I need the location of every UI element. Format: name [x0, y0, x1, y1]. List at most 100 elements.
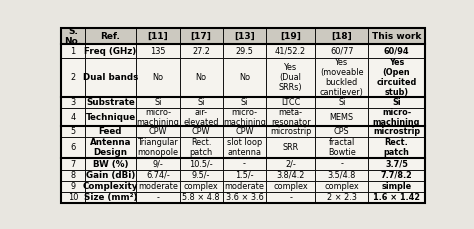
- Bar: [180, 158, 223, 169]
- Text: moderate: moderate: [138, 182, 178, 191]
- Bar: [368, 181, 425, 192]
- Bar: [137, 181, 180, 192]
- Text: 9.5/-: 9.5/-: [192, 171, 210, 180]
- Bar: [85, 192, 137, 203]
- Text: air-
elevated: air- elevated: [183, 108, 219, 127]
- Text: S.
No.: S. No.: [64, 27, 82, 46]
- Bar: [266, 137, 315, 158]
- Bar: [180, 137, 223, 158]
- Bar: [315, 181, 368, 192]
- Bar: [223, 97, 266, 108]
- Text: SRR: SRR: [283, 143, 299, 152]
- Bar: [61, 28, 85, 44]
- Text: [11]: [11]: [147, 32, 168, 41]
- Text: 41/52.2: 41/52.2: [275, 47, 306, 56]
- Bar: [315, 28, 368, 44]
- Bar: [266, 192, 315, 203]
- Bar: [368, 44, 425, 58]
- Bar: [85, 158, 137, 169]
- Text: -: -: [340, 160, 343, 169]
- Bar: [61, 108, 85, 126]
- Bar: [85, 97, 137, 108]
- Text: This work: This work: [372, 32, 421, 41]
- Text: [13]: [13]: [234, 32, 255, 41]
- Text: micro-
machining: micro- machining: [223, 108, 266, 127]
- Text: microstrip: microstrip: [373, 127, 420, 136]
- Text: Complexity: Complexity: [83, 182, 138, 191]
- Bar: [180, 108, 223, 126]
- Bar: [61, 126, 85, 137]
- Text: Yes
(moveable
buckled
cantilever): Yes (moveable buckled cantilever): [320, 58, 364, 97]
- Text: 29.5: 29.5: [236, 47, 253, 56]
- Bar: [315, 108, 368, 126]
- Bar: [180, 169, 223, 181]
- Text: 6.74/-: 6.74/-: [146, 171, 170, 180]
- Bar: [61, 158, 85, 169]
- Text: 60/94: 60/94: [383, 47, 410, 56]
- Bar: [137, 169, 180, 181]
- Text: 2/-: 2/-: [285, 160, 296, 169]
- Bar: [137, 108, 180, 126]
- Text: Rect.
patch: Rect. patch: [190, 138, 213, 157]
- Text: Yes
(Open
circuited
stub): Yes (Open circuited stub): [376, 58, 417, 97]
- Text: MEMS: MEMS: [329, 113, 354, 122]
- Bar: [223, 192, 266, 203]
- Bar: [266, 97, 315, 108]
- Text: micro-
machining: micro- machining: [373, 108, 420, 127]
- Bar: [315, 126, 368, 137]
- Text: 5: 5: [70, 127, 75, 136]
- Text: complex: complex: [184, 182, 219, 191]
- Bar: [85, 28, 137, 44]
- Text: No: No: [152, 73, 164, 82]
- Bar: [223, 108, 266, 126]
- Text: Rect.
patch: Rect. patch: [383, 138, 410, 157]
- Bar: [180, 97, 223, 108]
- Bar: [180, 58, 223, 97]
- Text: 10.5/-: 10.5/-: [189, 160, 213, 169]
- Text: Substrate: Substrate: [86, 98, 135, 107]
- Text: 9/-: 9/-: [153, 160, 163, 169]
- Text: Si: Si: [392, 98, 401, 107]
- Bar: [180, 126, 223, 137]
- Text: 3.5/4.8: 3.5/4.8: [328, 171, 356, 180]
- Bar: [85, 169, 137, 181]
- Bar: [266, 181, 315, 192]
- Bar: [266, 169, 315, 181]
- Bar: [61, 192, 85, 203]
- Text: 7: 7: [70, 160, 75, 169]
- Text: LTCC: LTCC: [281, 98, 301, 107]
- Bar: [368, 137, 425, 158]
- Bar: [180, 44, 223, 58]
- Bar: [180, 192, 223, 203]
- Text: 60/77: 60/77: [330, 47, 354, 56]
- Text: complex: complex: [273, 182, 308, 191]
- Text: 4: 4: [70, 113, 75, 122]
- Bar: [368, 169, 425, 181]
- Bar: [61, 58, 85, 97]
- Bar: [266, 28, 315, 44]
- Text: 9: 9: [70, 182, 75, 191]
- Text: [18]: [18]: [331, 32, 352, 41]
- Bar: [315, 169, 368, 181]
- Bar: [315, 137, 368, 158]
- Bar: [368, 108, 425, 126]
- Text: 3.8/4.2: 3.8/4.2: [276, 171, 305, 180]
- Bar: [266, 58, 315, 97]
- Text: slot loop
antenna: slot loop antenna: [227, 138, 262, 157]
- Bar: [180, 28, 223, 44]
- Text: No: No: [239, 73, 250, 82]
- Bar: [368, 126, 425, 137]
- Text: 7.7/8.2: 7.7/8.2: [381, 171, 412, 180]
- Text: fractal
Bowtie: fractal Bowtie: [328, 138, 356, 157]
- Bar: [61, 169, 85, 181]
- Text: 5.8 × 4.8: 5.8 × 4.8: [182, 193, 220, 202]
- Bar: [315, 192, 368, 203]
- Text: Dual bands: Dual bands: [83, 73, 138, 82]
- Text: meta-
resonator: meta- resonator: [271, 108, 310, 127]
- Text: 3.7/5: 3.7/5: [385, 160, 408, 169]
- Text: 3: 3: [70, 98, 75, 107]
- Bar: [368, 58, 425, 97]
- Bar: [266, 44, 315, 58]
- Text: Yes
(Dual
SRRs): Yes (Dual SRRs): [279, 63, 302, 92]
- Text: Technique: Technique: [85, 113, 136, 122]
